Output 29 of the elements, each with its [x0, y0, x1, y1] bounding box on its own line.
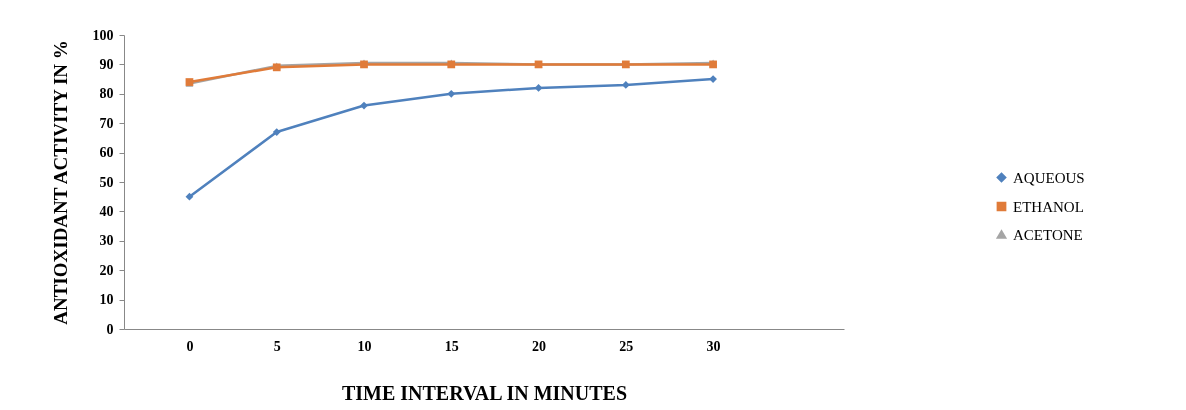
y-tick-label: 30 [99, 233, 114, 249]
legend-label: AQUEOUS [1013, 169, 1085, 186]
y-tick-label: 40 [99, 203, 114, 219]
point [272, 128, 281, 136]
y-tick-label: 70 [99, 115, 114, 131]
y-tick-label: 80 [99, 86, 114, 102]
y-tick-label: 0 [106, 321, 114, 337]
legend-label: ACETONE [1013, 226, 1083, 243]
x-tick-label: 0 [186, 338, 194, 354]
x-tick-label: 30 [706, 338, 721, 354]
y-tick-label: 60 [99, 145, 114, 161]
x-tick-label: 10 [357, 338, 372, 354]
y-tick-label: 20 [99, 262, 114, 278]
point [185, 192, 194, 201]
y-tick-label: 10 [99, 292, 114, 308]
y-axis-title: ANTIOXIDANT ACTIVITY IN % [49, 40, 71, 325]
x-tick-label: 5 [273, 338, 281, 354]
legend-label: ETHANOL [1013, 198, 1084, 215]
x-axis-title: TIME INTERVAL IN MINUTES [341, 381, 628, 404]
point [709, 75, 717, 83]
point [360, 101, 368, 110]
y-tick-label: 100 [92, 27, 114, 43]
x-tick-label: 15 [444, 338, 459, 354]
point [447, 89, 456, 98]
y-tick-label: 90 [99, 56, 114, 72]
x-tick-label: 20 [532, 338, 547, 354]
x-tick-label: 25 [619, 338, 634, 354]
point [534, 84, 543, 92]
y-tick-label: 50 [99, 174, 114, 190]
